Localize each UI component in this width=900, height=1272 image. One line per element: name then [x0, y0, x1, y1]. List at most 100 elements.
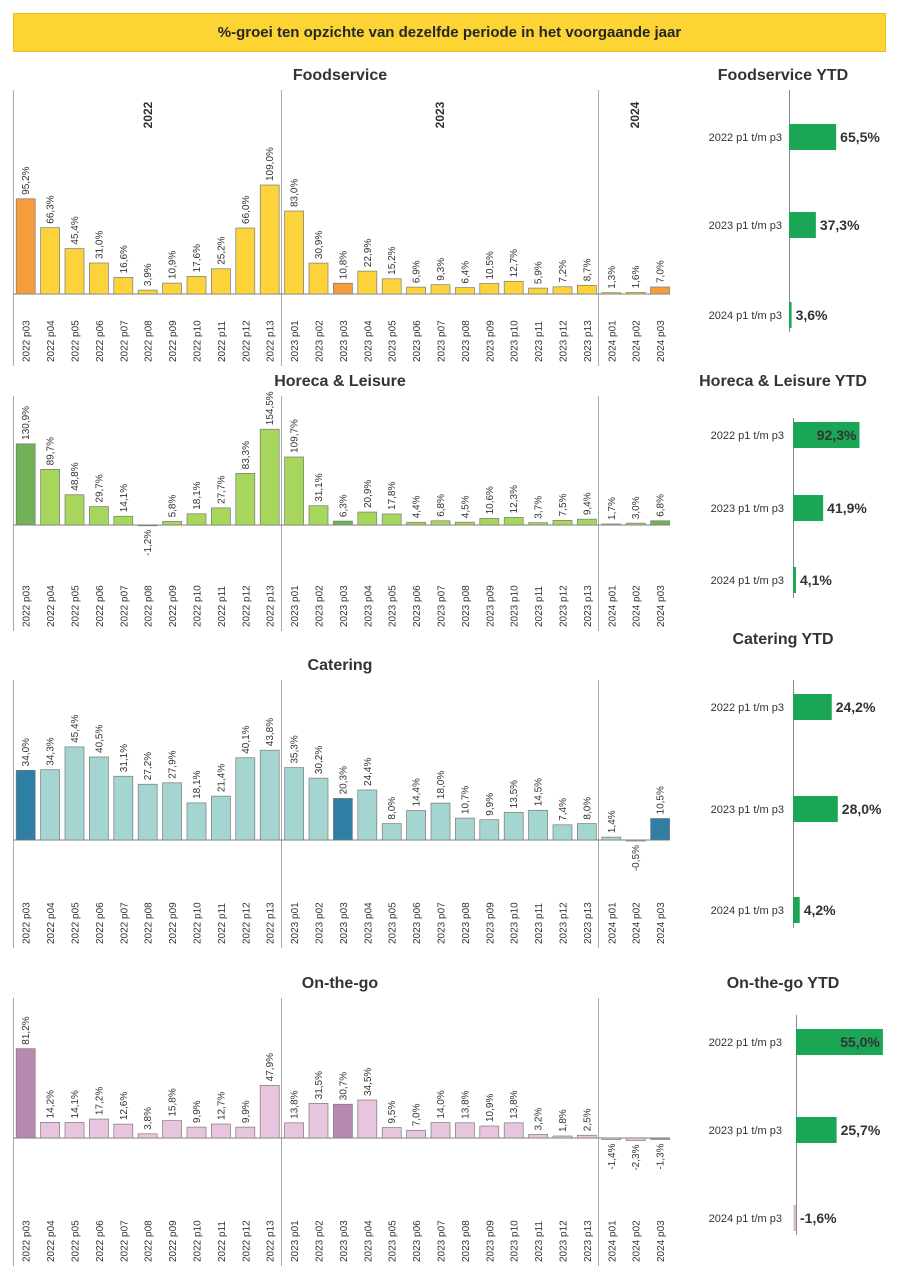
bar: [40, 1122, 60, 1139]
category-label: 2022 p09: [168, 902, 179, 944]
bar: [625, 1137, 646, 1141]
bar: [503, 811, 524, 841]
value-label: 109,7%: [290, 419, 301, 453]
value-label: 14,1%: [70, 1090, 81, 1118]
ytd-bar: [793, 495, 824, 521]
bar: [64, 494, 85, 526]
category-label: 2023 p03: [339, 320, 350, 362]
value-label: 7,4%: [558, 798, 569, 821]
bar: [186, 513, 207, 526]
category-label: 2023 p10: [510, 1220, 521, 1262]
category-label: 2024 p02: [632, 585, 643, 627]
value-label: 4,4%: [412, 495, 423, 518]
bar: [650, 1137, 670, 1140]
ytd-category-label: 2022 p1 t/m p3: [709, 132, 782, 144]
value-label: 45,4%: [70, 216, 81, 244]
value-label: 7,2%: [558, 260, 569, 283]
bar: [430, 284, 451, 295]
category-label: 2023 p04: [363, 320, 374, 362]
ytd-value-label: 28,0%: [842, 801, 882, 817]
year-label: 2023: [433, 101, 447, 128]
value-label: 27,2%: [143, 752, 154, 780]
bar: [186, 276, 207, 295]
category-label: 2023 p03: [339, 902, 350, 944]
ytd-category-label: 2024 p1 t/m p3: [711, 575, 784, 587]
category-label: 2022 p05: [71, 1220, 82, 1262]
ytd-value-label: 65,5%: [840, 129, 880, 145]
value-label: 14,1%: [119, 484, 130, 512]
value-label: 3,2%: [534, 1108, 545, 1131]
bar: [15, 443, 36, 526]
bar: [577, 518, 597, 526]
bar: [15, 198, 36, 295]
category-label: 2024 p02: [632, 320, 643, 362]
bar: [625, 839, 646, 842]
value-label: 22,9%: [363, 239, 374, 267]
ytd-category-label: 2023 p1 t/m p3: [711, 804, 784, 816]
ytd-bar: [789, 212, 816, 238]
value-label: 16,6%: [119, 245, 130, 273]
category-label: 2022 p11: [217, 321, 228, 362]
category-label: 2024 p01: [607, 902, 618, 944]
value-label: 18,1%: [192, 770, 203, 798]
value-label: 17,2%: [94, 1087, 105, 1115]
category-label: 2023 p12: [559, 585, 570, 627]
value-label: 12,3%: [509, 485, 520, 513]
bar: [162, 782, 182, 841]
bar: [64, 746, 85, 841]
bar: [650, 286, 670, 295]
bar: [552, 519, 573, 526]
category-label: 2023 p09: [485, 1220, 496, 1262]
ytd-category-label: 2023 p1 t/m p3: [711, 503, 784, 515]
value-label: 7,0%: [656, 260, 667, 283]
value-label: 27,9%: [168, 750, 179, 778]
category-label: 2022 p05: [71, 902, 82, 944]
bar: [601, 523, 622, 526]
bar: [528, 522, 548, 526]
category-label: 2023 p05: [388, 585, 399, 627]
category-label: 2024 p03: [656, 1220, 667, 1262]
bar: [284, 456, 304, 526]
value-label: 5,8%: [168, 495, 179, 518]
value-label: 6,3%: [338, 494, 349, 517]
bar: [211, 268, 231, 295]
category-label: 2023 p10: [510, 902, 521, 944]
bar: [357, 1099, 378, 1139]
category-label: 2023 p02: [315, 585, 326, 627]
value-label: -0,5%: [631, 845, 642, 871]
category-label: 2023 p04: [363, 902, 374, 944]
bar: [113, 277, 134, 295]
chart-panel-2: Catering 34,0% 2022 p03 34,3% 2022 p04 45,4% 2…: [13, 657, 670, 948]
category-label: 2024 p03: [656, 320, 667, 362]
ytd-category-label: 2023 p1 t/m p3: [709, 1125, 782, 1137]
ytd-category-label: 2024 p1 t/m p3: [711, 905, 784, 917]
category-label: 2023 p09: [485, 320, 496, 362]
value-label: 6,8%: [436, 494, 447, 517]
report-banner: %-groei ten opzichte van dezelfde period…: [13, 13, 886, 52]
ytd-value-label: 3,6%: [796, 307, 828, 323]
category-label: 2022 p07: [119, 902, 130, 944]
chart-title: Catering: [308, 657, 373, 674]
category-label: 2022 p10: [193, 585, 204, 627]
bar: [235, 757, 256, 841]
category-label: 2023 p09: [485, 585, 496, 627]
category-label: 2023 p01: [290, 585, 301, 627]
value-label: 34,0%: [21, 738, 32, 766]
value-label: 10,7%: [460, 786, 471, 814]
bar: [625, 292, 646, 295]
ytd-value-label: 92,3%: [817, 427, 857, 443]
bar: [455, 287, 475, 295]
bar: [137, 783, 158, 841]
category-label: 2022 p06: [95, 902, 106, 944]
value-label: 35,3%: [290, 735, 301, 763]
value-label: 31,1%: [314, 473, 325, 501]
ytd-category-label: 2022 p1 t/m p3: [711, 430, 784, 442]
value-label: 40,5%: [94, 725, 105, 753]
value-label: -1,2%: [143, 530, 154, 556]
category-label: 2022 p04: [46, 1220, 57, 1262]
category-label: 2023 p12: [559, 902, 570, 944]
ytd-panel-1: Horeca & Leisure YTD 2022 p1 t/m p3 92,3% 2…: [699, 373, 867, 598]
category-label: 2023 p11: [534, 1221, 545, 1262]
ytd-category-label: 2024 p1 t/m p3: [709, 310, 782, 322]
